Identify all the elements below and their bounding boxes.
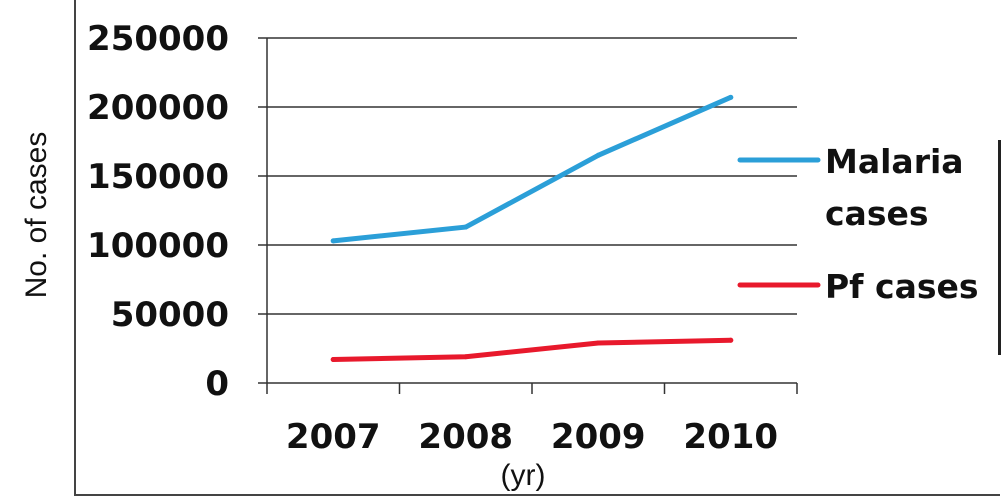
y-tick-label: 250000: [87, 19, 229, 59]
gridlines: [267, 37, 797, 315]
x-tick-label: 2010: [683, 417, 778, 457]
y-tick-label: 100000: [87, 226, 229, 266]
x-axis-title: (yr): [501, 459, 546, 492]
series-line: [330, 337, 734, 363]
y-axis-title: No. of cases: [20, 132, 53, 299]
data-point: [595, 152, 601, 158]
x-tick-label: 2009: [551, 417, 646, 457]
y-tick-label: 200000: [87, 88, 229, 128]
legend-label: Pf cases: [825, 267, 979, 306]
data-point: [728, 94, 734, 100]
legend-label: cases: [825, 194, 929, 233]
data-point: [330, 357, 336, 363]
data-point: [595, 340, 601, 346]
y-tick-label: 0: [205, 364, 229, 404]
axes: [258, 37, 798, 394]
y-tick-label: 50000: [111, 295, 229, 335]
data-point: [728, 337, 734, 343]
tick-labels: 0 50000 100000 150000 200000 250000 2007 2008 20…: [87, 19, 778, 457]
y-tick-label: 150000: [87, 157, 229, 197]
series-line: [330, 94, 734, 244]
data-point: [330, 238, 336, 244]
series-lines: [330, 94, 734, 363]
legend: Malaria cases Pf cases: [737, 142, 979, 306]
legend-label: Malaria: [825, 142, 964, 181]
data-point: [463, 224, 469, 230]
x-tick-label: 2008: [418, 417, 513, 457]
x-tick-label: 2007: [286, 417, 381, 457]
frame-edge: [998, 140, 1001, 355]
data-point: [463, 354, 469, 360]
chart-frame: [74, 0, 1000, 496]
